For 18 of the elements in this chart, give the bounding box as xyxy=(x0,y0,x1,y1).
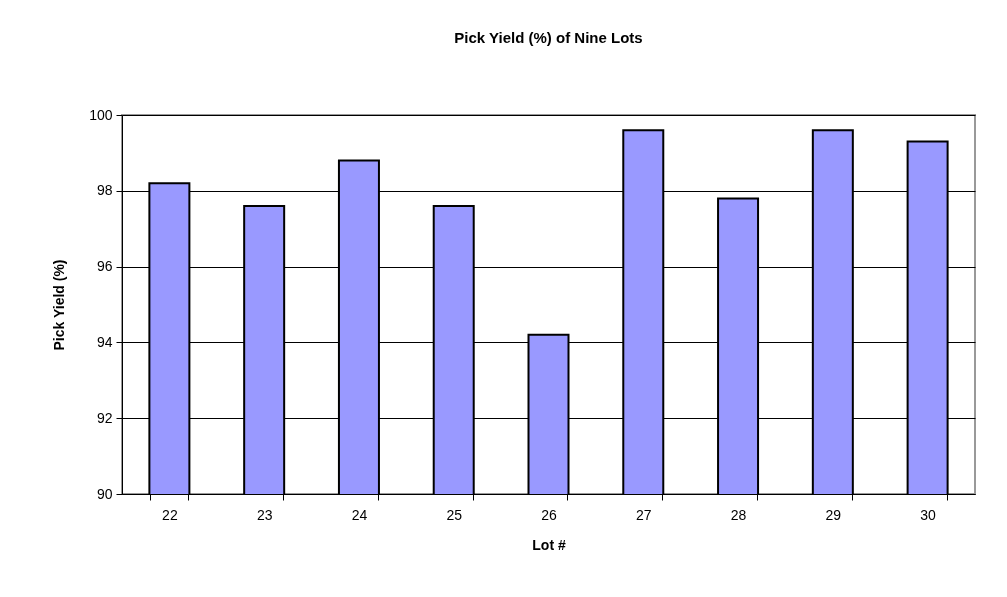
x-tick-label: 22 xyxy=(162,506,178,523)
y-axis-title: Pick Yield (%) xyxy=(51,259,68,351)
y-tick-label: 90 xyxy=(96,485,113,502)
x-tick-label: 25 xyxy=(446,506,463,523)
y-tick-label: 92 xyxy=(96,409,113,426)
x-tick-label: 28 xyxy=(730,506,747,523)
x-tick-label: 23 xyxy=(256,506,273,523)
y-tick-label: 94 xyxy=(96,333,113,350)
x-tick-label: 27 xyxy=(635,506,652,523)
chart-title: Pick Yield (%) of Nine Lots xyxy=(454,29,643,46)
x-tick-label: 24 xyxy=(351,506,368,523)
y-tick-label: 100 xyxy=(89,106,113,123)
x-tick-label: 26 xyxy=(541,506,557,523)
x-axis-title: Lot # xyxy=(532,536,566,553)
x-tick-label: 29 xyxy=(825,506,842,523)
y-tick-label: 96 xyxy=(96,258,113,275)
x-tick-label: 30 xyxy=(920,506,937,523)
y-tick-label: 98 xyxy=(96,182,113,199)
